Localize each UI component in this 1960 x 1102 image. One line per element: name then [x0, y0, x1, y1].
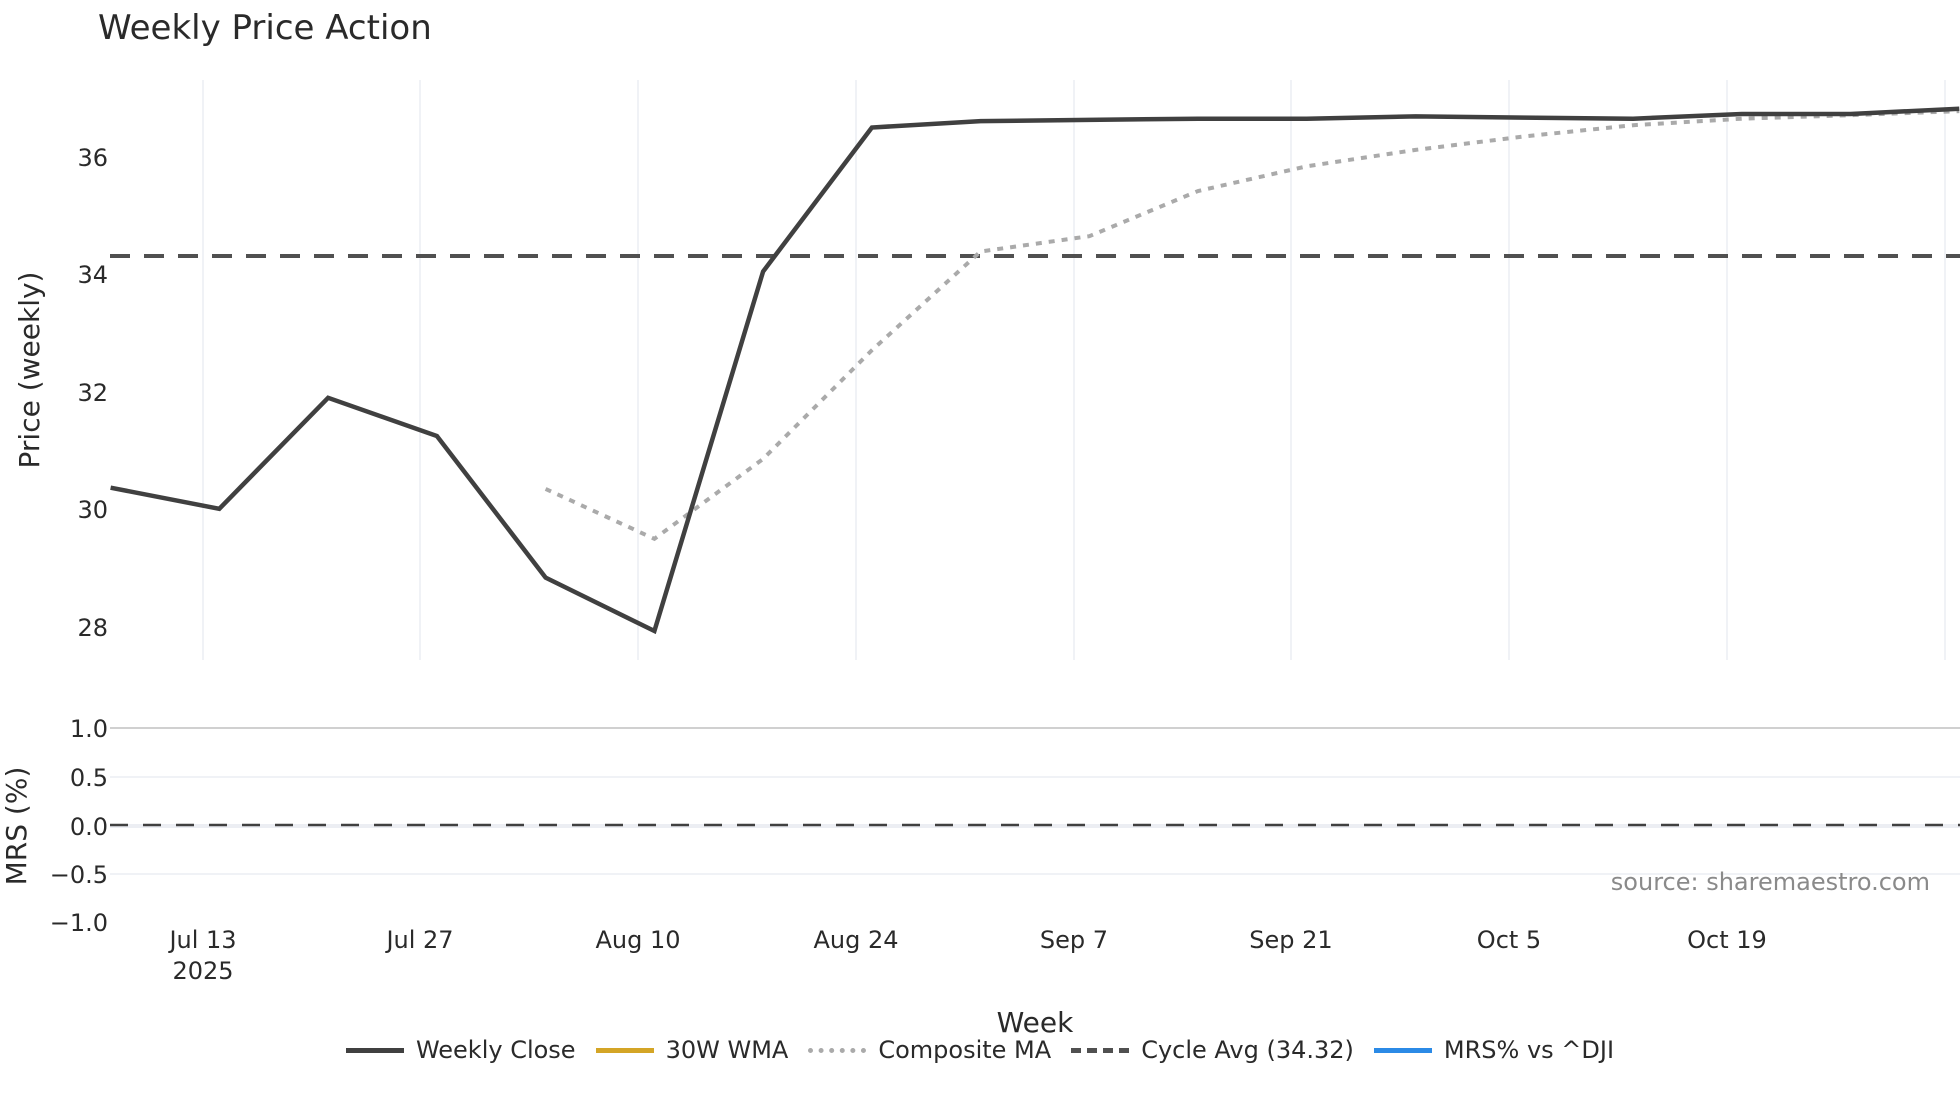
- ytick-36: 36: [77, 144, 108, 172]
- price-yticks: 36 34 32 30 28: [77, 144, 108, 642]
- xtick-sep7: Sep 7: [1040, 926, 1108, 954]
- composite-ma-swatch-icon: [808, 1047, 867, 1053]
- legend-item-mrs[interactable]: MRS% vs ^DJI: [1373, 1036, 1615, 1064]
- ytick-30: 30: [77, 496, 108, 524]
- xtick-year: 2025: [172, 957, 233, 985]
- vertical-gridlines: [202, 80, 1946, 660]
- legend-item-30w-wma[interactable]: 30W WMA: [595, 1036, 789, 1064]
- chart-title: Weekly Price Action: [98, 8, 432, 48]
- mrs-ylabel: MRS (%): [0, 767, 33, 886]
- mrs-ytick-neg1: −1.0: [50, 909, 108, 937]
- xticks: Jul 13 2025 Jul 27 Aug 10 Aug 24 Sep 7 S…: [167, 926, 1766, 985]
- legend-label: MRS% vs ^DJI: [1443, 1036, 1615, 1064]
- legend-item-cycle-avg[interactable]: Cycle Avg (34.32): [1071, 1036, 1354, 1064]
- mrs-ytick-0: 0.0: [70, 813, 108, 841]
- mrs-ytick-1: 1.0: [70, 715, 108, 743]
- composite-ma-line: [544, 109, 1960, 542]
- cycle-avg-swatch-icon: [1071, 1047, 1130, 1053]
- mrs-ytick-neg0.5: −0.5: [50, 861, 108, 889]
- xtick-sep21: Sep 21: [1249, 926, 1332, 954]
- price-ylabel: Price (weekly): [13, 272, 46, 469]
- wma-swatch-icon: [595, 1047, 654, 1053]
- legend-label: Weekly Close: [415, 1036, 576, 1064]
- legend-label: Composite MA: [878, 1036, 1052, 1064]
- xtick-jul27: Jul 27: [384, 926, 453, 954]
- xtick-oct19: Oct 19: [1687, 926, 1767, 954]
- legend: Weekly Close 30W WMA Composite MA Cycle …: [0, 1036, 1960, 1064]
- legend-item-weekly-close[interactable]: Weekly Close: [345, 1036, 576, 1064]
- xtick-aug10: Aug 10: [595, 926, 680, 954]
- ytick-32: 32: [77, 379, 108, 407]
- mrs-yticks: 1.0 0.5 0.0 −0.5 −1.0: [50, 715, 108, 937]
- x-axis-title: Week: [996, 1006, 1074, 1039]
- legend-label: 30W WMA: [665, 1036, 789, 1064]
- legend-label: Cycle Avg (34.32): [1141, 1036, 1354, 1064]
- weekly-close-swatch-icon: [345, 1047, 404, 1053]
- ytick-28: 28: [77, 614, 108, 642]
- xtick-jul13: Jul 13: [167, 926, 236, 954]
- ytick-34: 34: [77, 261, 108, 289]
- mrs-gridlines: [110, 727, 1960, 875]
- weekly-close-line: [110, 106, 1960, 635]
- legend-item-composite-ma[interactable]: Composite MA: [808, 1036, 1051, 1064]
- xtick-aug24: Aug 24: [813, 926, 898, 954]
- mrs-swatch-icon: [1373, 1047, 1432, 1053]
- mrs-ytick-0.5: 0.5: [70, 764, 108, 792]
- xtick-oct5: Oct 5: [1477, 926, 1541, 954]
- source-annotation: source: sharemaestro.com: [1611, 868, 1930, 896]
